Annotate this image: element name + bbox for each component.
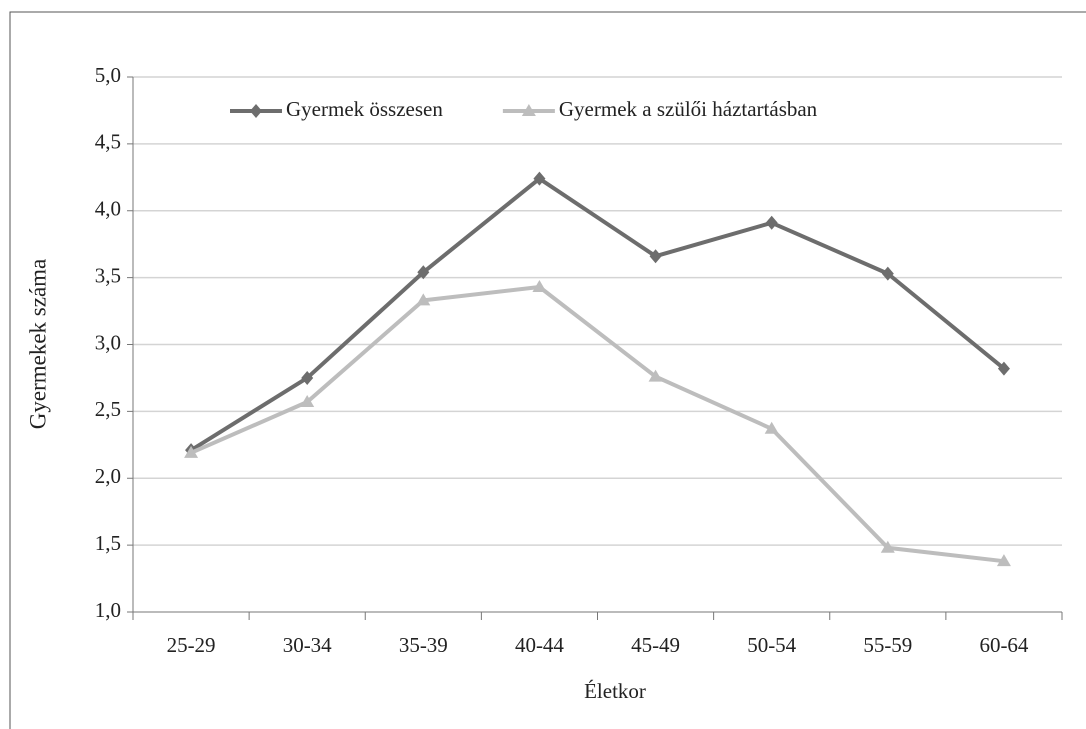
series-line [190, 176, 1006, 452]
x-tick-label: 45-49 [631, 633, 680, 657]
legend-marker [521, 104, 536, 116]
y-tick-label: 1,0 [95, 598, 121, 622]
y-tick-label: 3,0 [95, 330, 121, 354]
x-tick-label: 35-39 [399, 633, 448, 657]
x-tick-label: 50-54 [747, 633, 796, 657]
point-marker [301, 370, 314, 385]
x-tick-label: 25-29 [167, 633, 216, 657]
point-marker [996, 554, 1011, 567]
point-marker [532, 279, 547, 292]
x-tick-label: 40-44 [515, 633, 564, 657]
legend-label: Gyermek a szülői háztartásban [559, 97, 818, 121]
y-tick-label: 4,0 [95, 197, 121, 221]
y-tick-label: 3,5 [95, 263, 121, 287]
legend-marker [250, 104, 262, 118]
point-marker [300, 395, 315, 408]
point-marker [765, 215, 778, 230]
x-tick-label: 30-34 [283, 633, 332, 657]
x-tick-label: 60-64 [979, 633, 1028, 657]
point-marker [880, 540, 895, 553]
y-axis-label: Gyermekek száma [25, 259, 50, 430]
point-marker [417, 265, 430, 280]
point-marker [649, 249, 662, 264]
point-marker [997, 361, 1010, 376]
point-marker [416, 293, 431, 306]
point-marker [184, 445, 199, 458]
y-tick-label: 5,0 [95, 63, 121, 87]
x-axis-label: Életkor [584, 679, 646, 703]
legend-label: Gyermek összesen [286, 97, 443, 121]
y-tick-label: 4,5 [95, 130, 121, 154]
y-tick-label: 1,5 [95, 531, 121, 555]
y-tick-label: 2,5 [95, 397, 121, 421]
point-marker [648, 369, 663, 382]
y-tick-label: 2,0 [95, 464, 121, 488]
series-line [190, 284, 1005, 564]
point-marker [764, 421, 779, 434]
point-marker [533, 171, 546, 186]
point-marker [881, 266, 894, 281]
frame [9, 11, 1086, 729]
x-tick-label: 55-59 [863, 633, 912, 657]
